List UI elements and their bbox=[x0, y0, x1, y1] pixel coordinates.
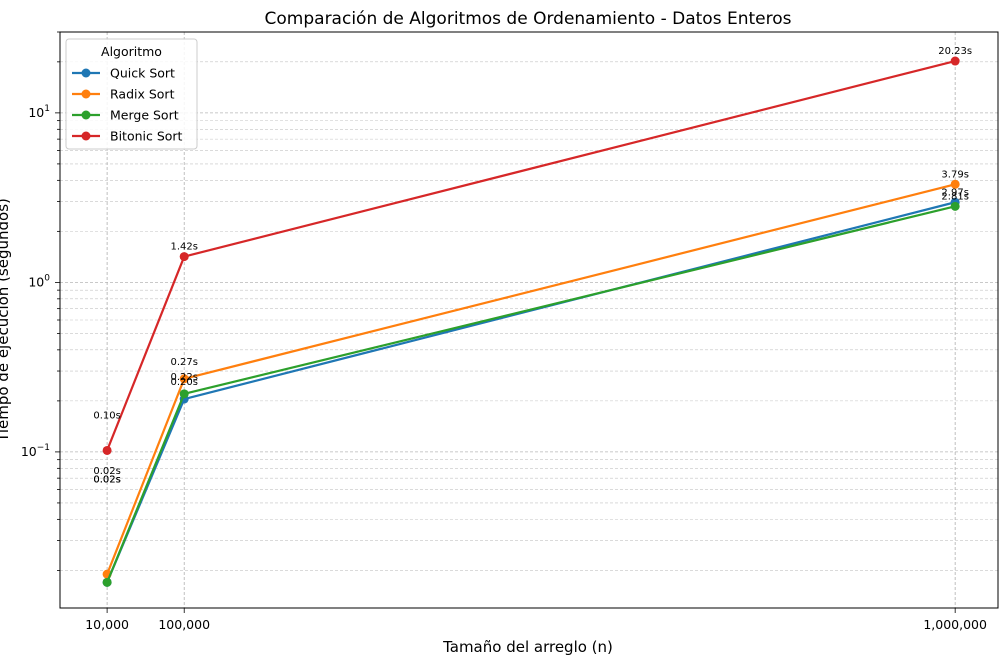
legend-marker bbox=[81, 89, 91, 99]
legend-item: Bitonic Sort bbox=[72, 129, 183, 144]
data-labels: 0.02s0.20s2.97s0.02s0.27s3.79s0.02s0.22s… bbox=[93, 46, 972, 485]
grid bbox=[60, 31, 998, 608]
series-merge-sort bbox=[102, 201, 960, 587]
chart-title: Comparación de Algoritmos de Ordenamient… bbox=[265, 9, 792, 29]
legend-item: Merge Sort bbox=[72, 108, 179, 123]
series-layer bbox=[102, 56, 960, 587]
data-label: 0.02s bbox=[93, 474, 120, 485]
legend-label: Quick Sort bbox=[110, 66, 175, 81]
data-label: 0.02s bbox=[93, 466, 120, 477]
y-tick-exponent: 1 bbox=[44, 104, 50, 114]
series-line bbox=[106, 59, 956, 451]
data-label: 0.02s bbox=[93, 474, 120, 485]
y-tick-exponent: −1 bbox=[37, 443, 50, 453]
data-label: 0.27s bbox=[170, 357, 197, 368]
legend-marker bbox=[81, 68, 91, 78]
data-point bbox=[950, 179, 960, 189]
legend-label: Radix Sort bbox=[110, 87, 175, 102]
y-axis-label: Tiempo de ejecución (segundos) bbox=[0, 198, 12, 443]
data-point bbox=[179, 389, 189, 399]
data-point bbox=[950, 56, 960, 66]
data-label: 0.10s bbox=[93, 410, 120, 421]
y-tick-label: 101 bbox=[28, 104, 50, 120]
data-point bbox=[950, 201, 960, 211]
series-radix-sort bbox=[102, 179, 960, 579]
data-point bbox=[179, 374, 189, 384]
legend-label: Merge Sort bbox=[110, 108, 179, 123]
x-axis: 10,000 100,000 1,000,000 bbox=[85, 608, 987, 632]
legend-marker bbox=[81, 131, 91, 141]
series-line bbox=[106, 201, 956, 583]
legend-item: Quick Sort bbox=[72, 66, 175, 81]
series-line bbox=[106, 205, 956, 583]
data-label: 3.79s bbox=[941, 169, 968, 180]
data-label: 2.97s bbox=[941, 187, 968, 198]
data-label: 20.23s bbox=[938, 46, 972, 57]
x-tick-label: 10,000 bbox=[85, 617, 129, 632]
data-point bbox=[102, 577, 112, 587]
legend-item: Radix Sort bbox=[72, 87, 175, 102]
data-label: 1.42s bbox=[170, 242, 197, 253]
y-tick-label: 10−1 bbox=[21, 443, 50, 459]
data-label: 0.22s bbox=[170, 372, 197, 383]
legend: Algoritmo Quick Sort Radix Sort Merge Sort B… bbox=[65, 38, 198, 150]
series-quick-sort bbox=[102, 197, 960, 587]
legend-box bbox=[65, 38, 198, 150]
legend-title: Algoritmo bbox=[101, 44, 162, 59]
x-tick-label: 100,000 bbox=[158, 617, 210, 632]
data-label: 0.20s bbox=[170, 377, 197, 388]
y-tick-exponent: 0 bbox=[44, 273, 50, 283]
legend-label: Bitonic Sort bbox=[110, 129, 183, 144]
x-tick-label: 1,000,000 bbox=[923, 617, 987, 632]
data-label: 2.81s bbox=[941, 191, 968, 202]
data-point bbox=[179, 252, 189, 262]
x-axis-label: Tamaño del arreglo (n) bbox=[442, 638, 613, 656]
y-tick-label: 100 bbox=[28, 273, 50, 289]
legend-marker bbox=[81, 110, 91, 120]
series-bitonic-sort bbox=[102, 56, 960, 455]
data-point bbox=[102, 445, 112, 455]
